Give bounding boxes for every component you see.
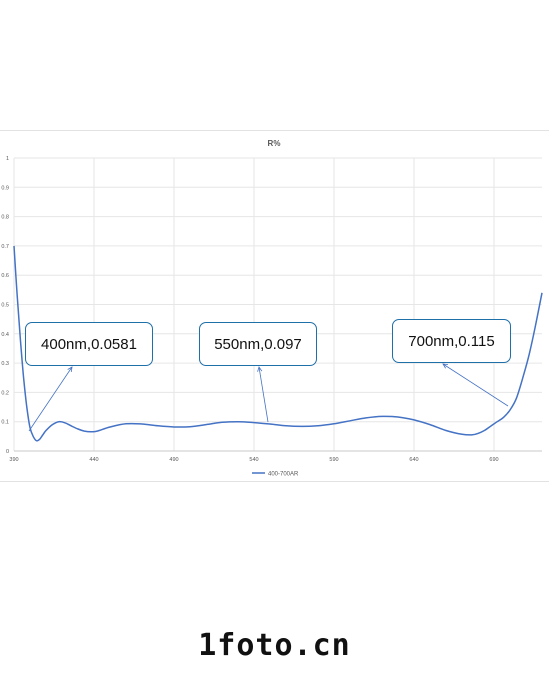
- y-tick-label: 0.3: [1, 361, 9, 367]
- x-tick-label: 640: [409, 457, 418, 463]
- y-tick-label: 0.8: [1, 215, 9, 221]
- x-tick-label: 390: [9, 457, 18, 463]
- callout-550nm-text: 550nm,0.097: [214, 335, 302, 353]
- annotation-arrowhead: [442, 363, 449, 369]
- y-tick-label: 0.4: [1, 332, 9, 338]
- annotation-arrowhead: [67, 366, 73, 373]
- x-tick-label: 690: [489, 457, 498, 463]
- callout-700nm: 700nm,0.115: [392, 319, 511, 363]
- annotation-leader: [28, 366, 73, 432]
- chart-svg: 0 0.1 0.2 0.3 0.4 0.5 0.6 0.7 0.8 0.9 1 390 440 490 54…: [1, 139, 543, 478]
- callout-400nm-text: 400nm,0.0581: [41, 335, 137, 353]
- grid-layer: [13, 157, 542, 452]
- x-tick-label: 440: [89, 457, 98, 463]
- chart-title: R%: [268, 139, 281, 148]
- annotation-leader: [442, 363, 509, 407]
- series-layer: [13, 245, 543, 442]
- x-tick-label: 540: [249, 457, 258, 463]
- y-tick-label: 0.9: [1, 185, 9, 191]
- y-tick-label: 1: [6, 156, 9, 162]
- y-tick-label: 0.6: [1, 273, 9, 279]
- annotation-leader: [258, 366, 269, 423]
- y-tick-label: 0.2: [1, 390, 9, 396]
- callout-550nm: 550nm,0.097: [199, 322, 317, 366]
- callout-400nm: 400nm,0.0581: [25, 322, 153, 366]
- y-tick-label: 0: [6, 449, 9, 455]
- leader-layer: [28, 363, 509, 432]
- callout-700nm-text: 700nm,0.115: [408, 332, 495, 350]
- chart-frame: 0 0.1 0.2 0.3 0.4 0.5 0.6 0.7 0.8 0.9 1 390 440 490 54…: [0, 130, 549, 482]
- y-tick-label: 0.5: [1, 303, 9, 309]
- y-tick-label: 0.7: [1, 244, 9, 250]
- legend: 400-700AR: [252, 472, 299, 478]
- tick-layer: 0 0.1 0.2 0.3 0.4 0.5 0.6 0.7 0.8 0.9 1 390 440 490 54…: [1, 156, 498, 463]
- annotation-arrowhead: [257, 366, 263, 372]
- series-line: [13, 245, 543, 442]
- y-tick-label: 0.1: [1, 420, 9, 426]
- x-tick-label: 590: [329, 457, 338, 463]
- legend-label: 400-700AR: [268, 472, 299, 478]
- watermark: 1foto.cn: [198, 628, 351, 663]
- x-tick-label: 490: [169, 457, 178, 463]
